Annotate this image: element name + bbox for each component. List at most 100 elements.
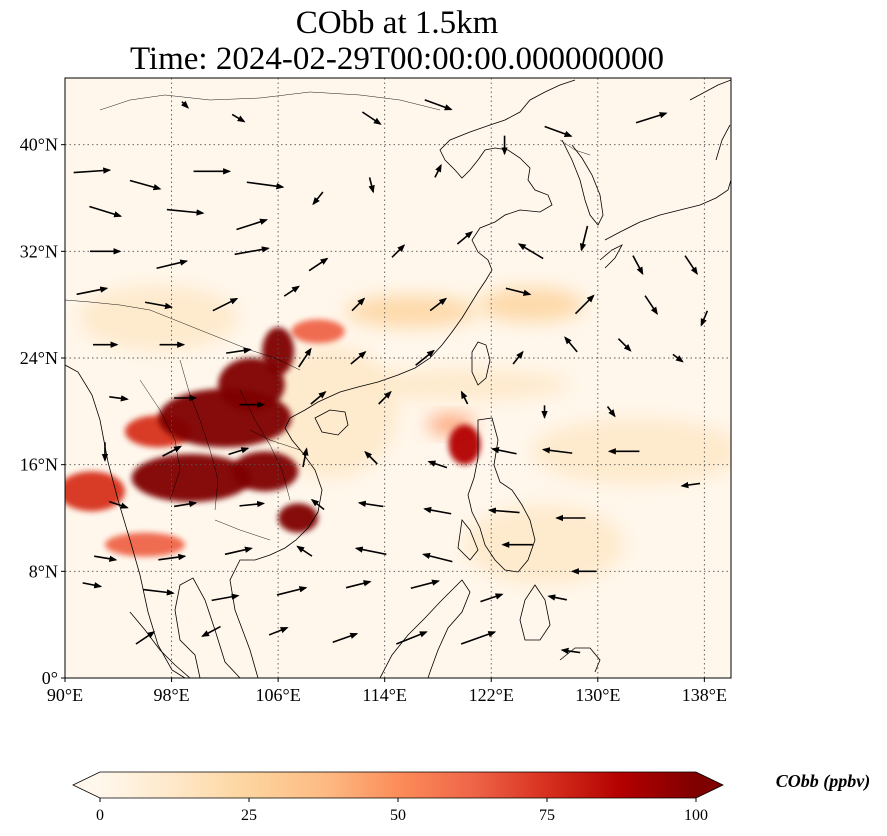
plume-region — [131, 454, 252, 502]
wind-vector — [396, 631, 428, 645]
wind-vector — [82, 582, 103, 589]
wind-vector — [487, 507, 520, 514]
map-frame: 90°E 98°E 106°E 114°E 122°E 130°E 138°E 0° 8°N 16… — [20, 77, 732, 705]
wind-vector — [354, 546, 387, 556]
wind-vector — [456, 230, 474, 245]
wind-vector — [368, 177, 375, 194]
wind-vector — [415, 349, 435, 366]
plume-region — [477, 287, 585, 322]
wind-vector — [635, 112, 668, 124]
wind-vector — [460, 631, 497, 645]
wind-vector — [236, 218, 268, 231]
map-title-line2: Time: 2024-02-29T00:00:00.000000000 — [129, 41, 665, 77]
wind-vector — [617, 338, 632, 352]
wind-vector — [491, 447, 517, 455]
wind-vector — [579, 225, 589, 252]
wind-vector — [226, 347, 252, 354]
wind-vector — [268, 626, 289, 636]
wind-vector — [544, 125, 573, 137]
wind-vector — [109, 395, 129, 402]
wind-vector — [564, 336, 578, 353]
wind-vector — [672, 353, 684, 363]
colorbar-ticks: 0 25 50 75 100 — [96, 798, 708, 824]
colorbar-tick-label: 50 — [390, 807, 406, 824]
lon-tick-label: 114°E — [362, 685, 407, 705]
wind-vector — [429, 297, 448, 312]
lon-tick-label: 106°E — [256, 685, 301, 705]
wind-vector — [212, 297, 239, 312]
wind-vector — [283, 285, 300, 297]
wind-vector — [460, 390, 469, 405]
wind-vector — [350, 350, 367, 365]
wind-vector — [700, 310, 709, 327]
wind-vector — [231, 113, 246, 123]
colorbar: 0 25 50 75 100 CObb (ppbv) — [72, 771, 870, 824]
lat-tick-label: 32°N — [20, 241, 58, 261]
coastline-japan — [599, 79, 731, 269]
colorbar-gradient — [100, 772, 696, 798]
map-title-line1: CObb at 1.5km — [295, 5, 499, 41]
plume-region — [231, 451, 299, 492]
wind-vector — [512, 350, 524, 365]
plume-region — [464, 504, 625, 585]
wind-vector — [228, 447, 250, 456]
lat-tick-label: 8°N — [29, 561, 58, 581]
coastline-layer — [65, 79, 731, 678]
wind-vector — [560, 647, 581, 655]
wind-vector — [427, 460, 448, 469]
wind-vector — [166, 208, 205, 216]
plume-region — [448, 424, 481, 465]
lon-tick-label: 122°E — [469, 685, 514, 705]
lon-tick-label: 130°E — [575, 685, 620, 705]
wind-vector — [156, 259, 189, 270]
wind-vector — [422, 552, 453, 563]
plume-region — [65, 471, 125, 512]
coastline-taiwan — [471, 341, 491, 386]
plume-region — [278, 503, 319, 533]
wind-vector — [357, 500, 384, 508]
wind-vector — [332, 632, 359, 643]
coastline-hainan — [314, 409, 349, 436]
wind-vector — [144, 301, 174, 310]
plume-region — [78, 284, 239, 352]
wind-vector — [246, 181, 285, 190]
colorbar-tick-label: 25 — [241, 807, 257, 824]
wind-vector — [345, 580, 372, 589]
wind-vector — [308, 257, 329, 272]
wind-vector — [181, 100, 190, 109]
wind-vector — [434, 163, 442, 178]
wind-vector — [94, 555, 118, 562]
wind-vector — [296, 545, 313, 557]
lat-tick-label: 16°N — [20, 455, 58, 475]
plume-region — [264, 344, 398, 478]
colorbar-extend-min — [73, 772, 100, 798]
wind-vector — [173, 500, 198, 508]
wind-vector — [302, 447, 309, 468]
coastline-korea — [561, 139, 604, 226]
wind-vector — [143, 588, 175, 596]
wind-vector — [224, 546, 253, 556]
lon-tick-label: 90°E — [47, 685, 83, 705]
lat-tick-label: 0° — [42, 668, 58, 688]
wind-vector — [234, 246, 270, 256]
colorbar-extend-max — [696, 772, 723, 798]
wind-vector — [239, 500, 266, 508]
map-border — [64, 77, 732, 679]
wind-vector — [312, 191, 324, 206]
wind-vector — [310, 390, 327, 405]
wind-vector — [391, 244, 406, 258]
country-borders-layer — [65, 91, 591, 541]
lat-tick-label: 24°N — [20, 348, 58, 368]
coastline-newguinea-north — [559, 647, 601, 673]
coastline-sumatra — [129, 611, 191, 678]
lon-tick-label: 138°E — [682, 685, 727, 705]
wind-vector-layer — [73, 99, 709, 655]
wind-vector — [89, 205, 123, 218]
wind-vector — [310, 498, 325, 511]
wind-vector — [73, 167, 112, 174]
wind-vector — [378, 390, 392, 405]
wind-vector — [361, 111, 382, 125]
wind-vector — [211, 593, 240, 602]
wind-vector — [632, 255, 644, 276]
